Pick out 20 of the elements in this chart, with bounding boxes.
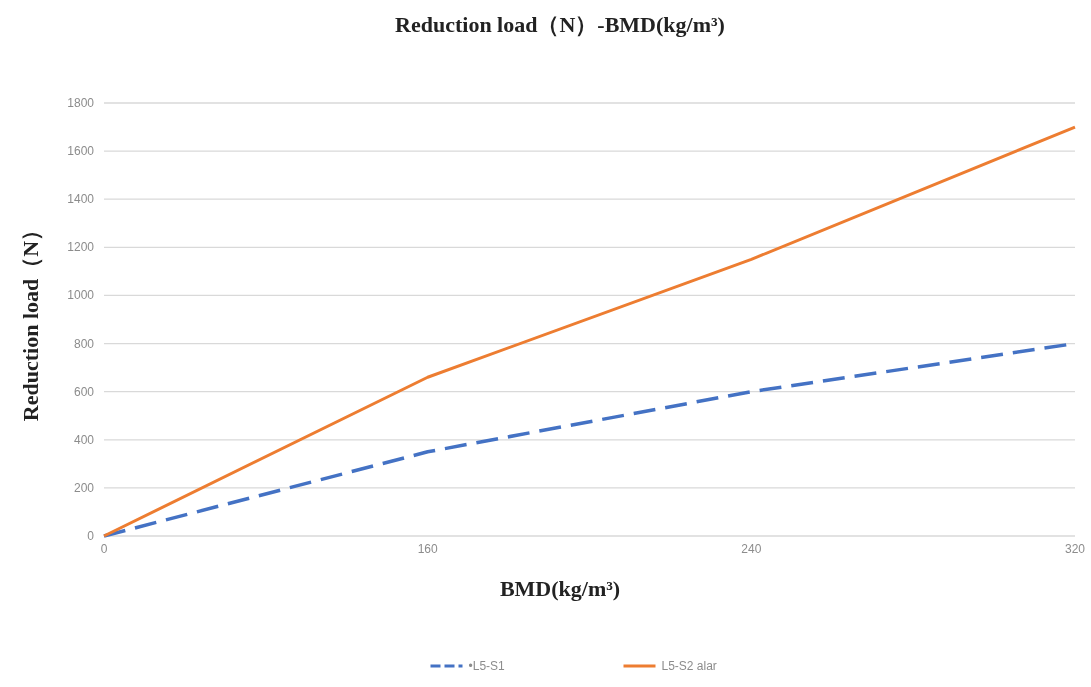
y-tick-label: 0	[87, 529, 95, 543]
y-axis-title: Reduction load（N）	[18, 218, 43, 422]
y-tick-label: 1800	[67, 96, 95, 110]
line-series	[102, 125, 1077, 538]
y-tick-label: 800	[73, 336, 95, 351]
x-tick-label: 320	[1064, 542, 1086, 556]
y-tick-label: 400	[73, 432, 95, 447]
y-tick-label: 1200	[67, 240, 95, 255]
y-tick-label: 1400	[67, 192, 95, 207]
x-tick-label: 160	[417, 542, 438, 556]
legend-label: L5-S2 alar	[661, 659, 717, 673]
x-axis-title: BMD(kg/m³)	[499, 576, 621, 601]
y-tick-label: 200	[73, 480, 95, 495]
y-tick-label: 1600	[67, 144, 95, 159]
x-tick-label: 0	[100, 542, 108, 556]
legend-label: •L5-S1	[468, 659, 506, 673]
y-tick-label: 1000	[67, 288, 95, 303]
x-tick-label: 240	[741, 542, 762, 556]
chart-title: Reduction load（N）-BMD(kg/m³)	[395, 12, 725, 37]
y-tick-label: 600	[73, 384, 95, 399]
